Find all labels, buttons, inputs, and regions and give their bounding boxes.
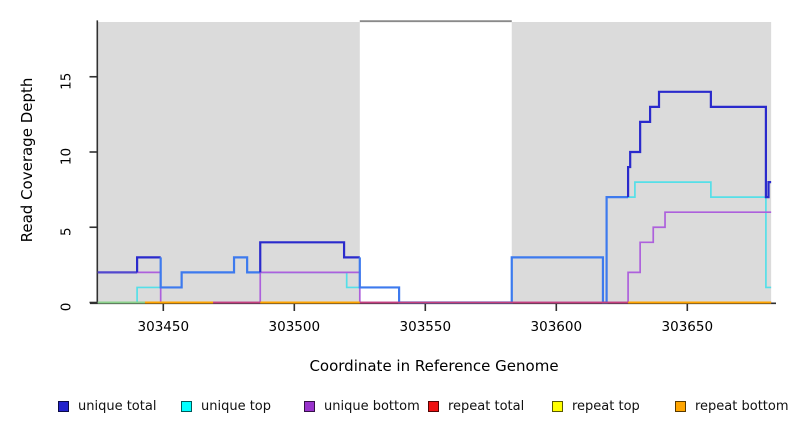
legend-swatch-unique-top (181, 400, 192, 412)
svg-text:303650: 303650 (662, 319, 714, 335)
legend-item-repeat-top: repeat top (552, 397, 640, 415)
legend-item-repeat-total: repeat total (428, 397, 524, 415)
legend-swatch-repeat-top (552, 400, 563, 412)
legend-label: unique bottom (324, 398, 420, 414)
svg-text:5: 5 (59, 227, 75, 236)
svg-text:303600: 303600 (531, 319, 583, 335)
legend-item-unique-total: unique total (58, 397, 156, 415)
svg-text:303450: 303450 (138, 319, 190, 335)
legend-label: unique total (78, 398, 157, 414)
legend-label: repeat top (572, 398, 640, 414)
svg-text:303550: 303550 (400, 319, 452, 335)
legend-label: repeat bottom (695, 398, 789, 414)
svg-text:0: 0 (59, 303, 75, 312)
x-axis-title: Coordinate in Reference Genome (309, 357, 559, 375)
legend-label: unique top (201, 398, 272, 414)
legend-label: repeat total (448, 398, 525, 414)
legend-swatch-repeat-total (428, 400, 439, 412)
legend-swatch-unique-bottom (304, 400, 315, 412)
svg-text:10: 10 (59, 148, 75, 165)
legend-swatch-unique-total (58, 400, 69, 412)
legend: unique total unique top unique bottom re… (0, 397, 792, 417)
legend-item-unique-top: unique top (181, 397, 271, 415)
svg-text:15: 15 (59, 73, 75, 90)
svg-text:303500: 303500 (269, 319, 321, 335)
legend-item-repeat-bottom: repeat bottom (675, 397, 789, 415)
legend-swatch-repeat-bottom (675, 400, 686, 412)
y-axis-title: Read Coverage Depth (18, 77, 36, 243)
legend-item-unique-bottom: unique bottom (304, 397, 420, 415)
